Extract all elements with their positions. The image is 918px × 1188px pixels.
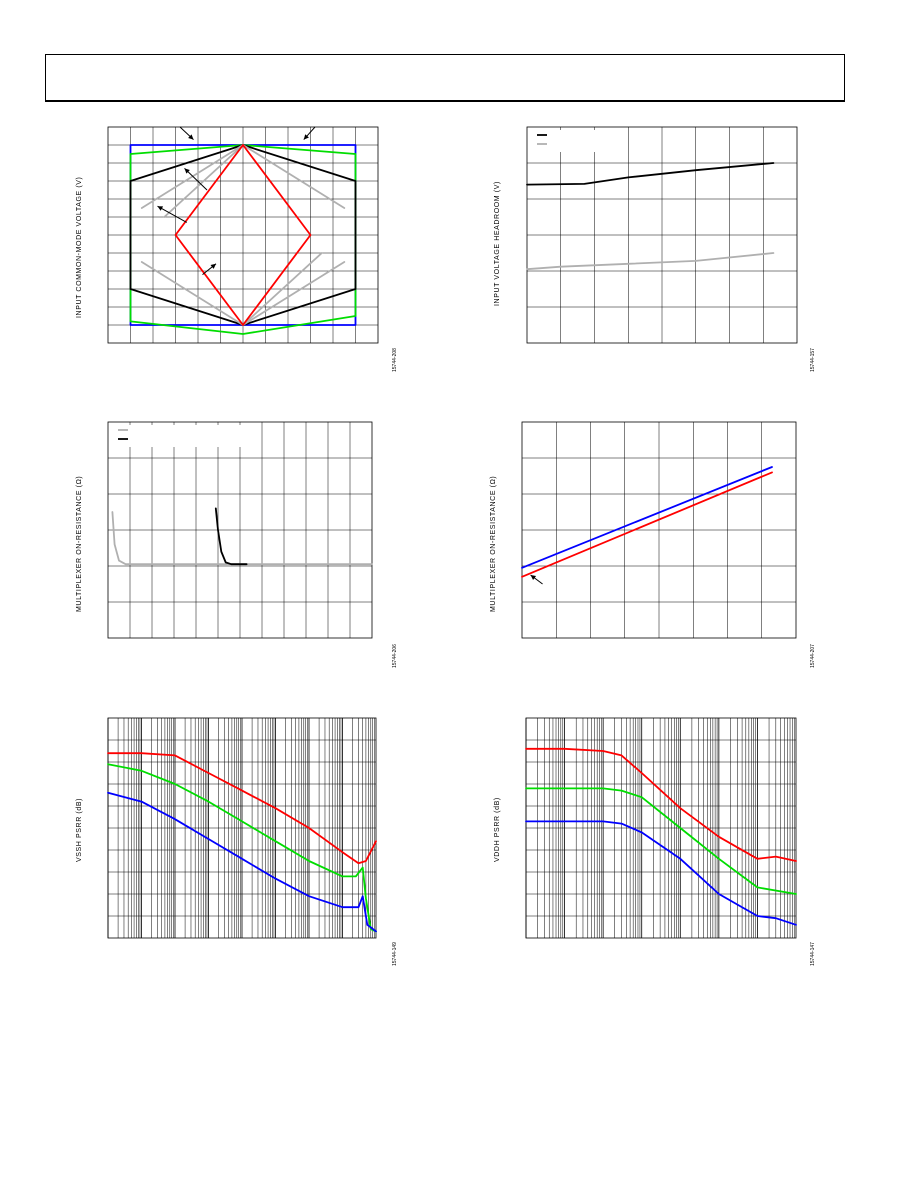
chart-4-figure-id: 15744-207 [810,644,816,668]
chart-5-plot [107,717,377,939]
chart-3-frame [107,421,373,639]
annotation-arrow-5-head [210,263,216,269]
annotation-arrow-4-shaft [157,205,187,223]
chart-6-plot [525,717,797,939]
chart-3-legend-box [114,425,260,447]
annotation-arrow-1-head [188,134,194,140]
chart-4-plot [521,421,797,639]
chart-2-series-1-line [526,162,775,186]
chart-6-series-1-line [525,747,797,862]
chart-1-series-6-line [163,144,244,218]
chart-1-plot [107,126,379,344]
annotation-arrow-4-head [157,206,164,211]
chart-4-series-1-line [521,466,773,569]
chart-6-y-axis-label: VDDH PSRR (dB) [494,797,501,862]
chart-3-grid [108,422,372,638]
chart-3-y-axis-label: MULTIPLEXER ON-RESISTANCE (Ω) [76,475,83,612]
chart-5-series-1-line [107,752,377,865]
chart-5-series-2-line [107,763,377,933]
chart-3-plot [107,421,373,639]
chart-3-figure-id: 15744-206 [392,644,398,668]
chart-1-figure-id: 15744-208 [392,348,398,372]
chart-4-series-2-line [521,471,773,578]
chart-1-frame [107,126,379,344]
chart-2-frame [526,126,798,344]
chart-4-y-axis-label: MULTIPLEXER ON-RESISTANCE (Ω) [490,475,497,612]
chart-5-figure-id: 15744-149 [392,942,398,966]
chart-2-legend-box [533,130,597,152]
chart-1-series-8-line [174,144,312,326]
chart-1-y-axis-label: INPUT COMMON-MODE VOLTAGE (V) [76,176,83,318]
chart-2-series-2-line [526,252,775,271]
annotation-arrow-2-head [303,134,309,140]
chart-5-grid [107,718,376,938]
chart-6-figure-id: 15744-147 [810,942,816,966]
chart-6-series-2-line [525,787,797,895]
chart-1-grid [108,127,378,343]
page-header-box [45,54,845,102]
chart-5-frame [107,717,377,939]
annotation-arrow-1-head [530,575,537,581]
chart-2-grid [527,127,797,343]
chart-6-series-3-line [525,820,797,926]
chart-2-figure-id: 15744-157 [810,348,816,372]
chart-4-grid [522,422,796,638]
chart-2-plot [526,126,798,344]
annotation-arrow-3-head [184,168,190,174]
chart-5-series-3-line [107,791,377,933]
chart-2-y-axis-label: INPUT VOLTAGE HEADROOM (V) [494,181,501,306]
chart-6-grid [525,718,796,938]
chart-3-series-2-line [214,507,248,566]
chart-5-y-axis-label: VSSH PSRR (dB) [76,797,83,862]
chart-4-frame [521,421,797,639]
chart-6-frame [525,717,797,939]
chart-1-series-7-line [242,252,323,326]
annotation-arrow-3-shaft [184,168,208,191]
chart-3-series-1-line [111,511,373,566]
chart-1-series-2-line [129,144,357,335]
